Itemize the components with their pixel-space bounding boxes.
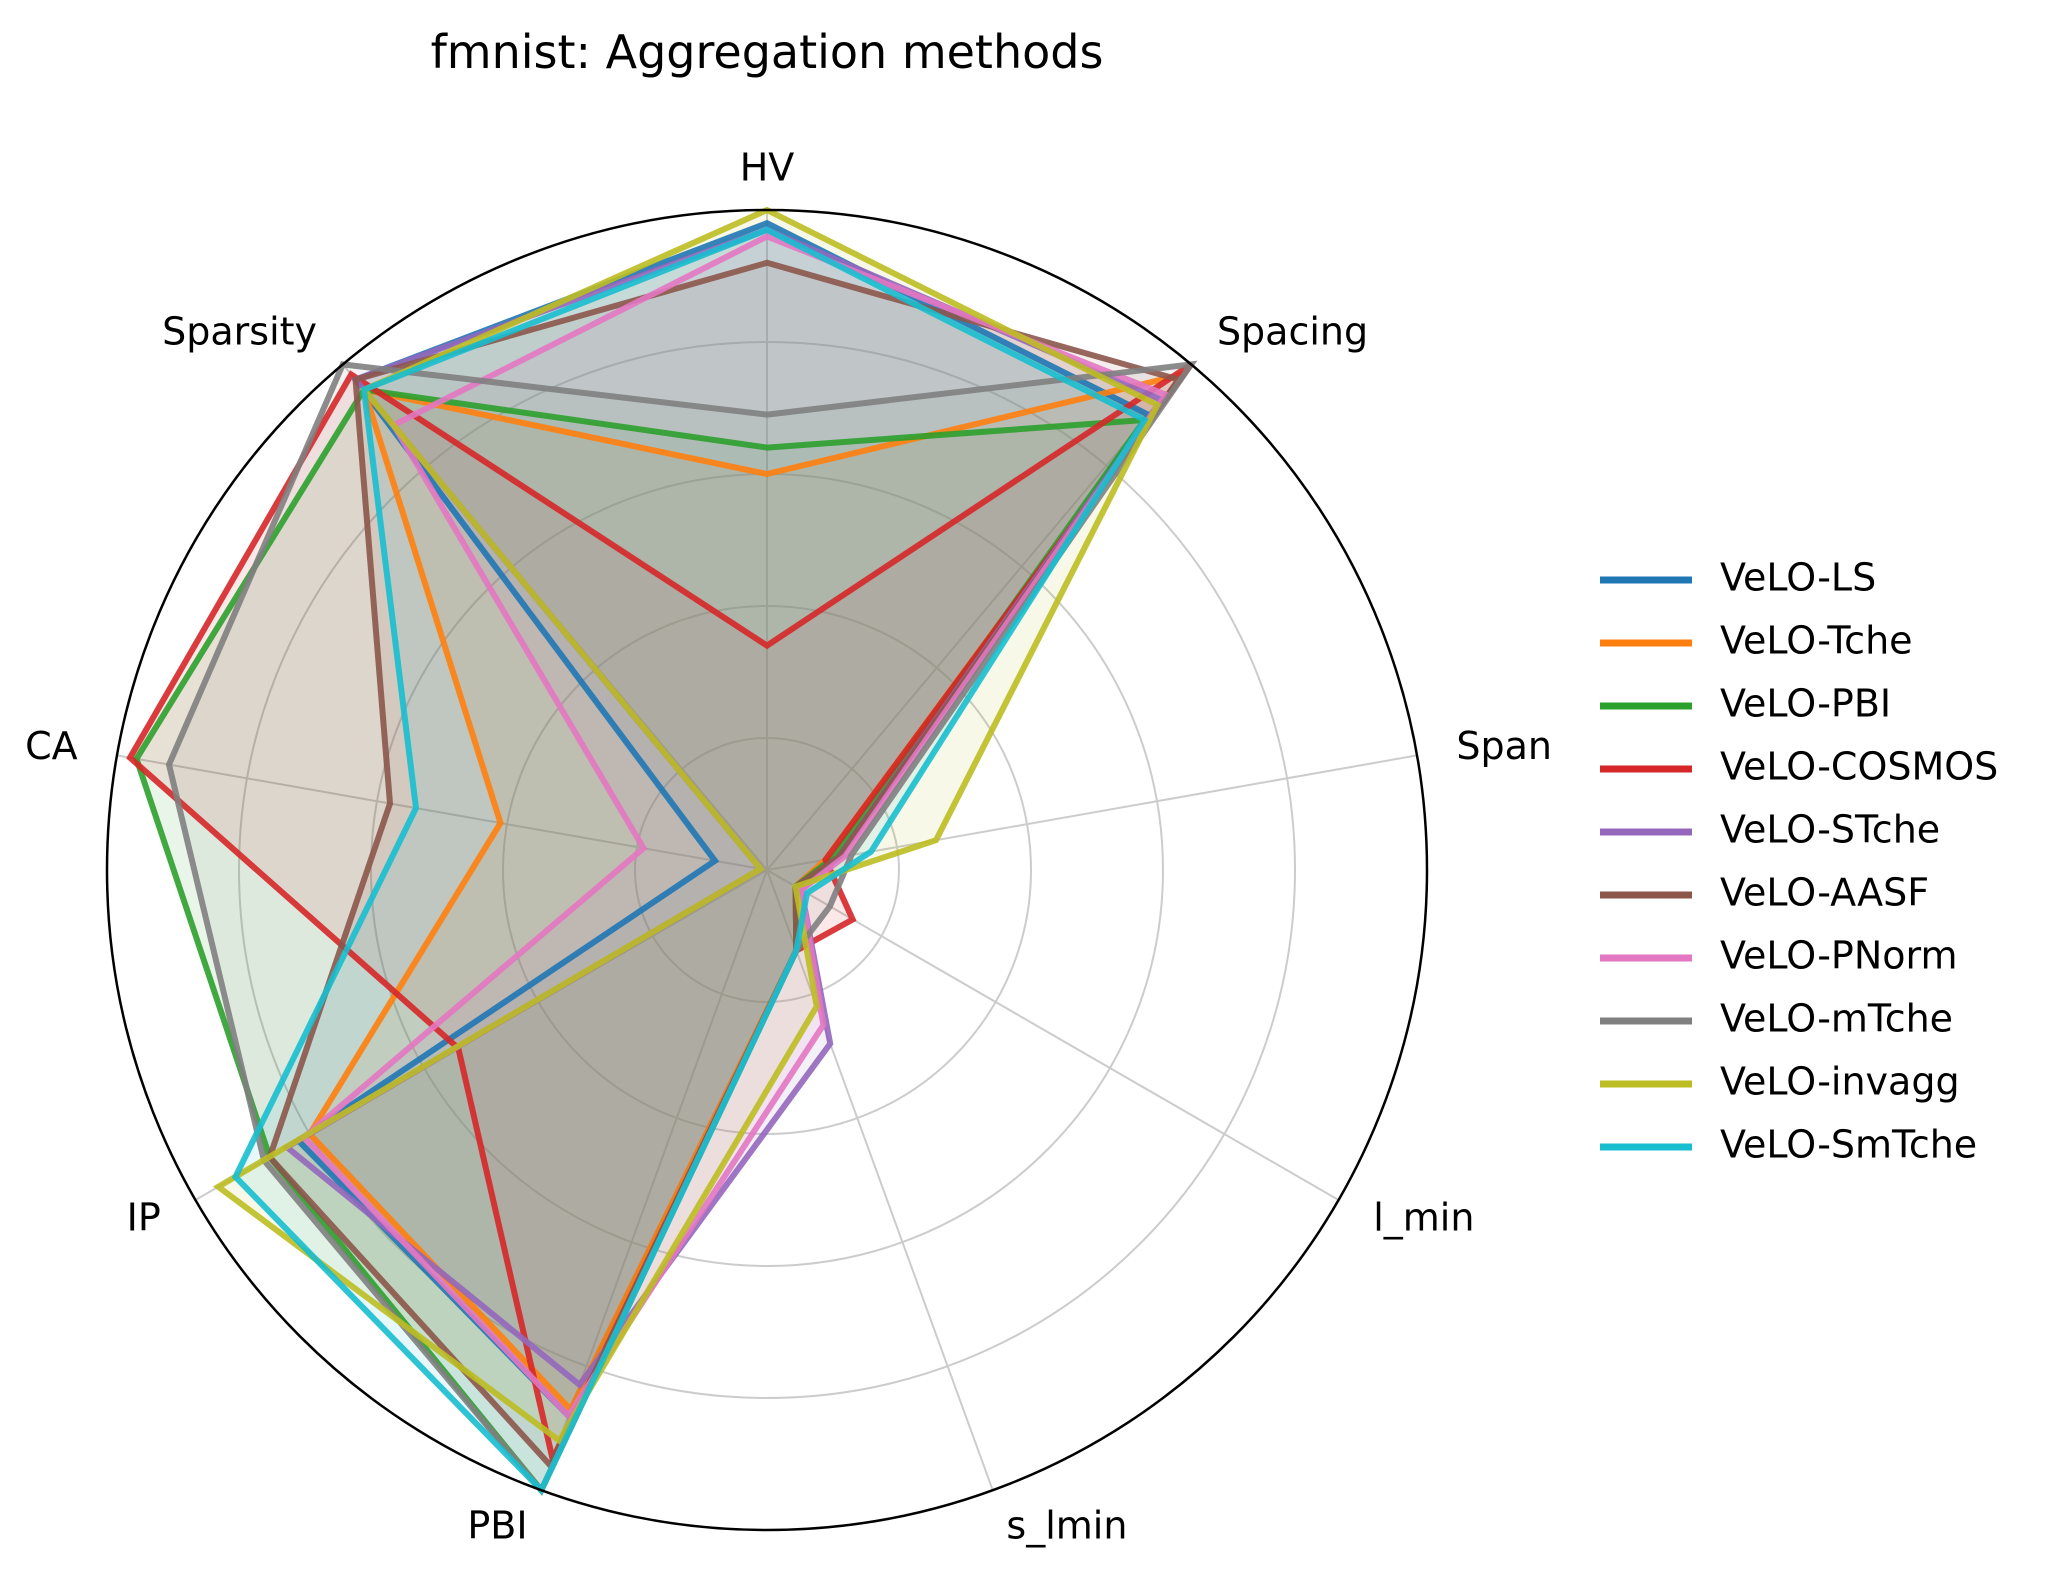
legend-label-velo-ls: VeLO-LS <box>1720 556 1876 600</box>
legend-label-velo-cosmos: VeLO-COSMOS <box>1720 745 1998 789</box>
legend-label-velo-mtche: VeLO-mTche <box>1720 997 1953 1041</box>
series-fill-velo-aasf <box>269 262 1179 1466</box>
axis-label-ip: IP <box>127 1196 161 1240</box>
axis-label-hv: HV <box>740 146 795 190</box>
legend-label-velo-smtche: VeLO-SmTche <box>1720 1123 1977 1167</box>
axis-label-pbi: PBI <box>467 1503 527 1547</box>
axis-spoke-l-min <box>766 869 1340 1201</box>
series-fill-velo-pnorm <box>304 236 1166 1416</box>
series-fill-velo-mtche <box>169 364 1192 1491</box>
axis-labels: HV Spacing Span l_min s_lmin PBI IP CA Sparsity <box>25 146 1552 1548</box>
axis-spoke-ca <box>116 754 768 871</box>
series-line-velo-smtche <box>231 226 1149 1496</box>
series-fill-velo-invagg <box>218 210 1158 1441</box>
series-fill-velo-ls <box>298 223 1149 1416</box>
legend-label-velo-pbi: VeLO-PBI <box>1720 682 1891 726</box>
outer-ring <box>105 208 1429 1532</box>
series-fill-velo-stche <box>286 229 1162 1385</box>
axis-label-spacing: Spacing <box>1217 309 1368 353</box>
axis-label-s-lmin: s_lmin <box>1006 1503 1127 1547</box>
series-lines <box>126 206 1198 1496</box>
series-line-velo-invagg <box>212 206 1162 1445</box>
axis-label-span: Span <box>1456 724 1552 768</box>
legend-label-velo-aasf: VeLO-AASF <box>1720 871 1929 915</box>
legend-label-velo-pnorm: VeLO-PNorm <box>1720 934 1957 978</box>
axis-label-ca: CA <box>25 724 78 768</box>
axis-label-l-min: l_min <box>1373 1196 1474 1240</box>
legend-label-velo-stche: VeLO-STche <box>1720 808 1940 852</box>
axis-label-sparsity: Sparsity <box>162 309 317 353</box>
legend: VeLO-LS VeLO-Tche VeLO-PBI VeLO-COSMOS VeLO-… <box>1600 556 1998 1167</box>
legend-label-velo-invagg: VeLO-invagg <box>1720 1060 1960 1104</box>
chart-title: fmnist: Aggregation methods <box>431 25 1104 79</box>
series-line-velo-pnorm <box>299 233 1171 1421</box>
axis-spoke-span <box>766 754 1418 871</box>
series-fill-velo-tche <box>309 374 1183 1410</box>
axis-spoke-s-lmin <box>766 869 994 1491</box>
legend-label-velo-tche: VeLO-Tche <box>1720 619 1913 663</box>
